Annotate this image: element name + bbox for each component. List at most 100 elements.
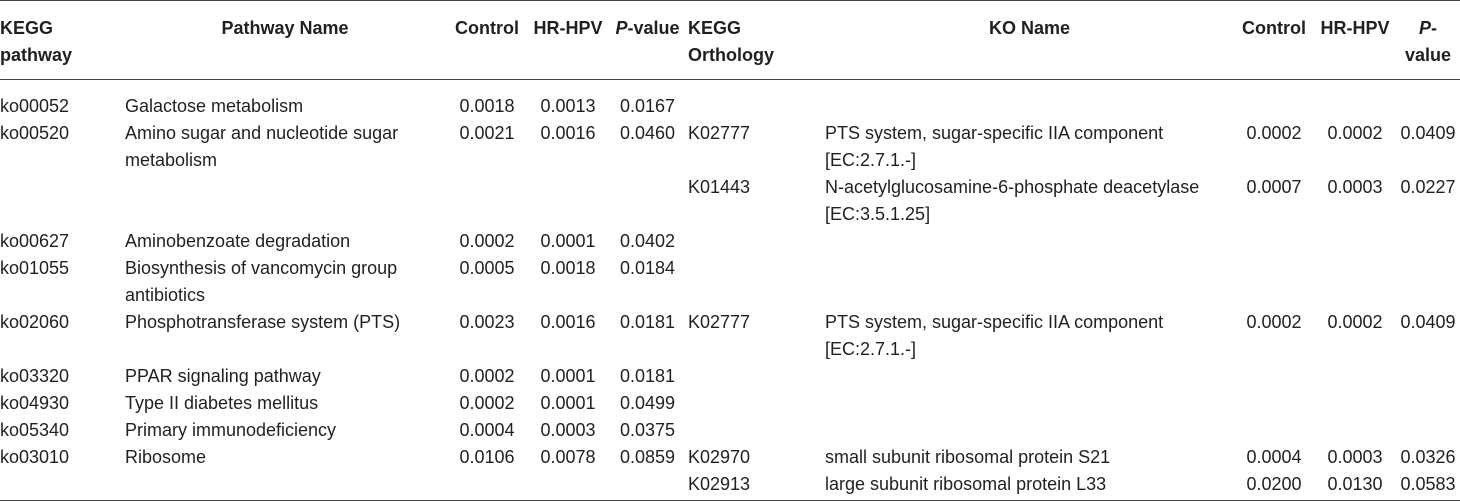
cell-ko-p-value bbox=[1396, 255, 1460, 309]
cell-control: 0.0106 bbox=[459, 447, 515, 467]
cell-hr-hpv bbox=[529, 471, 607, 501]
cell-ko-p-value bbox=[1396, 228, 1460, 255]
cell-p-value: 0.0184 bbox=[619, 258, 676, 278]
cell-hr-hpv: 0.0018 bbox=[540, 258, 596, 278]
cell-ko-p-value bbox=[1396, 363, 1460, 390]
cell-ko-hr-hpv bbox=[1314, 390, 1396, 417]
cell-ko-id: K02970 bbox=[688, 447, 751, 467]
cell-pathway-id: ko00627 bbox=[0, 231, 70, 251]
table-row: K02913 large subunit ribosomal protein L… bbox=[0, 471, 1460, 501]
cell-pathway-id: ko03320 bbox=[0, 366, 70, 386]
cell-ko-id bbox=[688, 390, 825, 417]
header-hr-hpv: HR-HPV bbox=[529, 0, 607, 80]
cell-hr-hpv: 0.0013 bbox=[540, 96, 596, 116]
cell-ko-hr-hpv bbox=[1314, 228, 1396, 255]
cell-control: 0.0021 bbox=[459, 123, 515, 143]
cell-pathway-name: Type II diabetes mellitus bbox=[125, 393, 319, 413]
cell-ko-hr-hpv bbox=[1314, 417, 1396, 444]
cell-ko-id bbox=[688, 228, 825, 255]
cell-ko-name bbox=[825, 80, 1234, 121]
table-row: ko00520 Amino sugar and nucleotide sugar… bbox=[0, 120, 1460, 174]
cell-ko-name bbox=[825, 255, 1234, 309]
cell-ko-hr-hpv bbox=[1314, 255, 1396, 309]
cell-pathway-name: Primary immunodeficiency bbox=[125, 420, 337, 440]
cell-pathway-name bbox=[125, 471, 445, 501]
cell-hr-hpv: 0.0016 bbox=[540, 312, 596, 332]
cell-ko-hr-hpv: 0.0003 bbox=[1327, 177, 1383, 197]
cell-ko-p-value bbox=[1396, 80, 1460, 121]
cell-ko-id bbox=[688, 80, 825, 121]
cell-control: 0.0002 bbox=[459, 231, 515, 251]
header-p-value: P-value bbox=[607, 0, 688, 80]
cell-ko-hr-hpv: 0.0002 bbox=[1327, 312, 1383, 332]
cell-ko-name bbox=[825, 417, 1234, 444]
cell-pathway-id: ko00520 bbox=[0, 123, 70, 143]
cell-hr-hpv: 0.0001 bbox=[540, 366, 596, 386]
cell-ko-name bbox=[825, 390, 1234, 417]
cell-pathway-id: ko04930 bbox=[0, 393, 70, 413]
cell-control bbox=[445, 174, 529, 228]
cell-ko-id bbox=[688, 417, 825, 444]
table-row: ko05340 Primary immunodeficiency 0.0004 … bbox=[0, 417, 1460, 444]
cell-ko-control: 0.0004 bbox=[1246, 447, 1302, 467]
header-kegg-pathway: KEGG pathway bbox=[0, 0, 125, 80]
header-pathway-name: Pathway Name bbox=[125, 0, 445, 80]
cell-hr-hpv: 0.0078 bbox=[540, 447, 596, 467]
cell-p-value: 0.0402 bbox=[619, 231, 676, 251]
cell-pathway-name: Aminobenzoate degradation bbox=[125, 231, 351, 251]
cell-ko-p-value bbox=[1396, 417, 1460, 444]
cell-ko-control bbox=[1234, 255, 1314, 309]
cell-ko-id: K01443 bbox=[688, 177, 751, 197]
header-p-rest-2: -value bbox=[1404, 18, 1452, 65]
cell-ko-p-value: 0.0409 bbox=[1400, 123, 1456, 143]
table-row: ko01055 Biosynthesis of vancomycin group… bbox=[0, 255, 1460, 309]
cell-control: 0.0018 bbox=[459, 96, 515, 116]
header-p-italic: P bbox=[615, 18, 628, 38]
header-control-2: Control bbox=[1234, 0, 1314, 80]
cell-ko-id: K02913 bbox=[688, 471, 825, 501]
cell-ko-control: 0.0002 bbox=[1246, 123, 1302, 143]
cell-ko-hr-hpv bbox=[1314, 80, 1396, 121]
cell-ko-hr-hpv: 0.0130 bbox=[1314, 471, 1396, 501]
header-p-value-2: P-value bbox=[1396, 0, 1460, 80]
cell-ko-id bbox=[688, 255, 825, 309]
cell-ko-p-value: 0.0227 bbox=[1400, 177, 1456, 197]
cell-ko-control bbox=[1234, 390, 1314, 417]
cell-control: 0.0002 bbox=[459, 366, 515, 386]
cell-pathway-id bbox=[0, 471, 125, 501]
cell-pathway-id: ko03010 bbox=[0, 447, 70, 467]
cell-control: 0.0004 bbox=[459, 420, 515, 440]
cell-pathway-name: Ribosome bbox=[125, 447, 207, 467]
cell-ko-p-value: 0.0409 bbox=[1400, 312, 1456, 332]
cell-p-value bbox=[607, 174, 688, 228]
cell-p-value: 0.0460 bbox=[619, 123, 676, 143]
cell-pathway-name: Phosphotransferase system (PTS) bbox=[125, 312, 401, 332]
cell-ko-name: large subunit ribosomal protein L33 bbox=[825, 471, 1234, 501]
cell-control: 0.0005 bbox=[459, 258, 515, 278]
table-body: ko00052 Galactose metabolism 0.0018 0.00… bbox=[0, 80, 1460, 501]
cell-pathway-name bbox=[125, 174, 445, 228]
cell-hr-hpv: 0.0003 bbox=[540, 420, 596, 440]
cell-ko-p-value: 0.0583 bbox=[1396, 471, 1460, 501]
table-row: ko00627 Aminobenzoate degradation 0.0002… bbox=[0, 228, 1460, 255]
cell-ko-name bbox=[825, 228, 1234, 255]
cell-hr-hpv: 0.0001 bbox=[540, 231, 596, 251]
cell-p-value: 0.0181 bbox=[619, 312, 676, 332]
cell-control: 0.0002 bbox=[459, 393, 515, 413]
cell-hr-hpv bbox=[529, 174, 607, 228]
cell-ko-control bbox=[1234, 228, 1314, 255]
cell-ko-control bbox=[1234, 80, 1314, 121]
cell-ko-hr-hpv: 0.0002 bbox=[1327, 123, 1383, 143]
cell-ko-p-value: 0.0326 bbox=[1400, 447, 1456, 467]
header-hr-hpv-2: HR-HPV bbox=[1314, 0, 1396, 80]
cell-ko-id: K02777 bbox=[688, 312, 751, 332]
header-row: KEGG pathway Pathway Name Control HR-HPV… bbox=[0, 0, 1460, 80]
header-ko-name: KO Name bbox=[825, 0, 1234, 80]
header-control: Control bbox=[445, 0, 529, 80]
cell-ko-control bbox=[1234, 417, 1314, 444]
cell-p-value: 0.0167 bbox=[619, 96, 676, 116]
table-row: ko04930 Type II diabetes mellitus 0.0002… bbox=[0, 390, 1460, 417]
cell-ko-hr-hpv bbox=[1314, 363, 1396, 390]
cell-ko-control: 0.0200 bbox=[1234, 471, 1314, 501]
